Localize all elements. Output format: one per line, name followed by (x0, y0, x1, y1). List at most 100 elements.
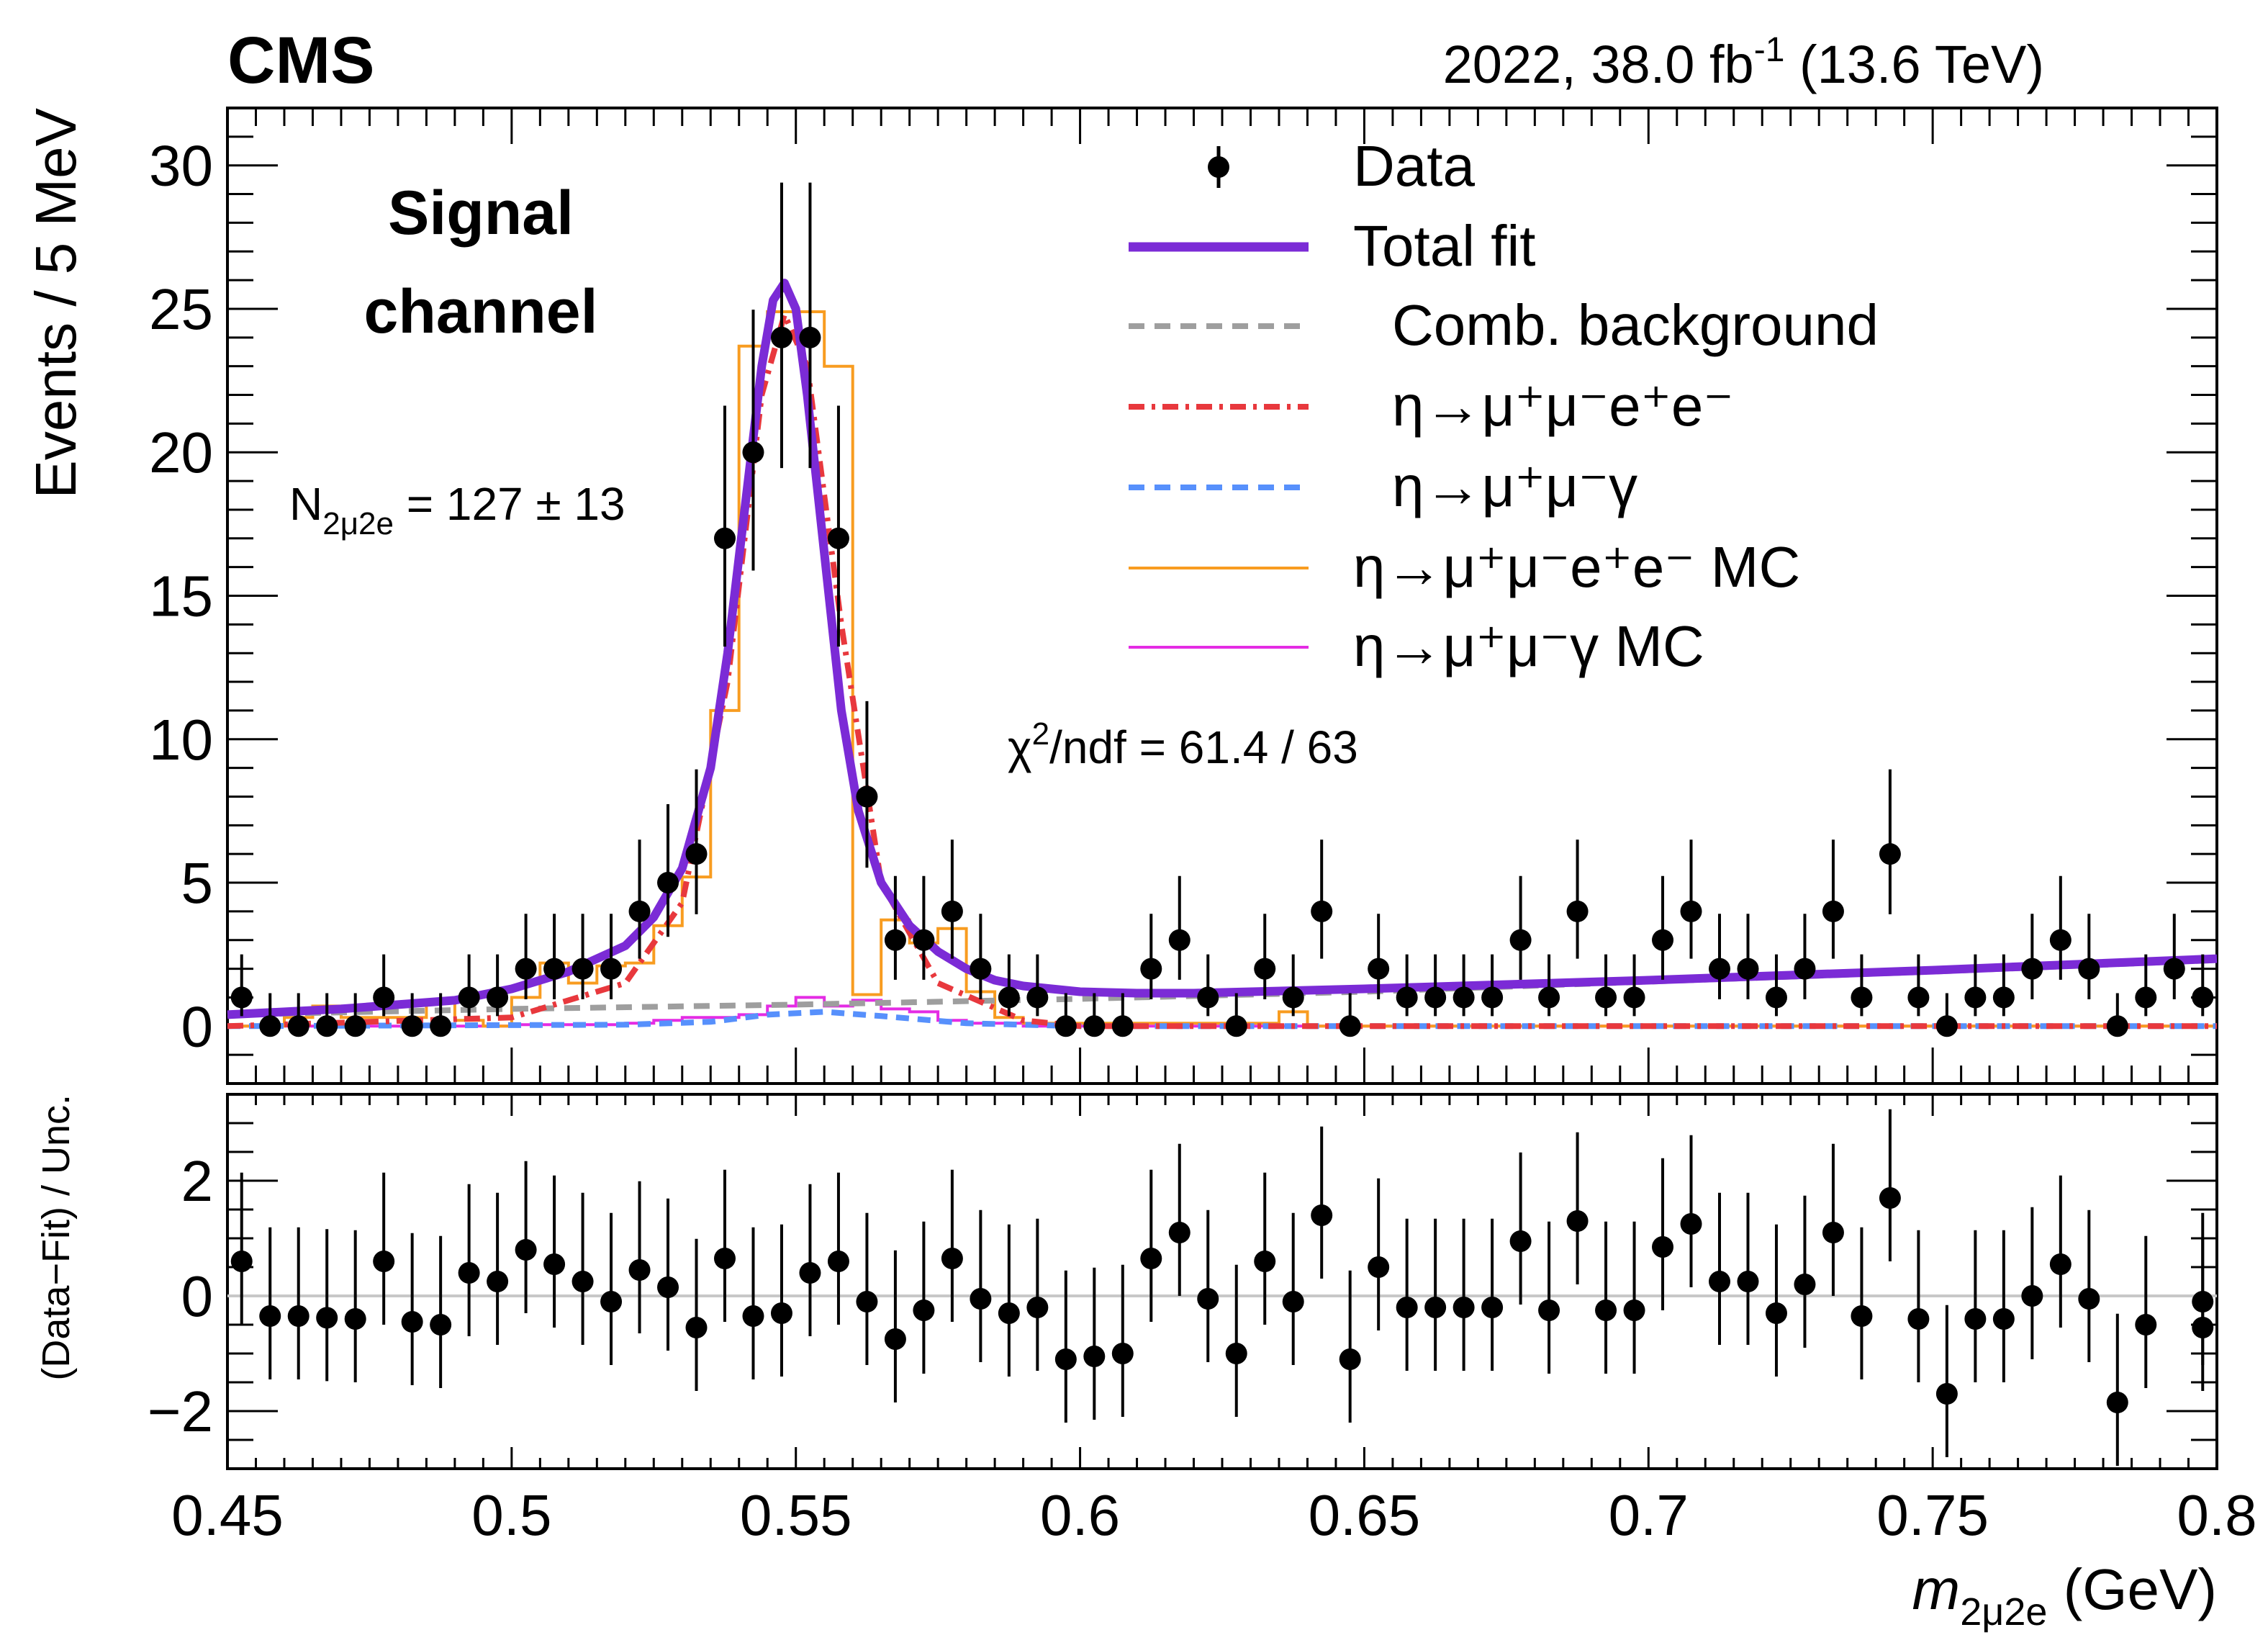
ratio-point (316, 1229, 338, 1382)
ratio-point (1907, 1230, 1930, 1382)
ratio-marker (1168, 1222, 1191, 1243)
ratio-marker (1311, 1204, 1333, 1226)
ratio-marker (941, 1248, 963, 1269)
data-marker (1054, 1015, 1077, 1037)
legend-item: η→μ⁺μ⁻γ (1129, 454, 1637, 518)
data-marker (1026, 986, 1049, 1009)
data-marker (1595, 986, 1617, 1009)
series-data-points (230, 182, 2214, 1037)
legend-label: η→μ⁺μ⁻e⁺e⁻ (1392, 374, 1734, 438)
series-ratio-points (230, 1109, 2214, 1466)
x-tick-label: 0.65 (1309, 1483, 1421, 1547)
x-tick-label: 0.5 (471, 1483, 551, 1547)
ratio-point (600, 1212, 623, 1365)
data-point (1851, 954, 1873, 1017)
ratio-marker (1254, 1251, 1276, 1272)
data-point (1254, 914, 1276, 1000)
ratio-marker (430, 1314, 452, 1336)
ratio-point (1282, 1212, 1304, 1365)
data-marker (2106, 1015, 2128, 1037)
ratio-point (1765, 1224, 1787, 1377)
data-marker (1452, 986, 1475, 1009)
data-marker (1282, 986, 1304, 1009)
data-point (1737, 914, 1759, 1000)
legend-item: Comb. background (1129, 293, 1879, 357)
data-marker (770, 326, 792, 348)
ratio-point (2049, 1175, 2072, 1328)
ratio-point (230, 1172, 253, 1325)
data-marker (1709, 958, 1730, 980)
tick-labels: 0.45 0.5 0.55 0.6 0.65 0.7 0.75 0.8051015202530… (148, 134, 2257, 1547)
ratio-point (373, 1172, 395, 1325)
ratio-point (827, 1172, 849, 1325)
ratio-marker (827, 1251, 849, 1272)
chi2-base: χ (1008, 721, 1032, 773)
data-point (1424, 954, 1447, 1017)
data-marker (401, 1015, 423, 1037)
data-point (2078, 914, 2100, 1000)
ratio-point (287, 1227, 310, 1379)
ratio-marker (1396, 1297, 1418, 1318)
ratio-marker (543, 1253, 566, 1275)
ratio-marker (2078, 1288, 2100, 1310)
data-marker (458, 986, 480, 1009)
data-marker (1992, 986, 2015, 1009)
legend-item: η→μ⁺μ⁻e⁺e⁻ (1129, 374, 1734, 438)
ratio-point (1424, 1218, 1447, 1371)
ratio-marker (1595, 1300, 1617, 1321)
data-point (1311, 839, 1333, 959)
data-marker (543, 958, 566, 980)
data-point (1822, 839, 1844, 959)
data-point (487, 954, 509, 1017)
ratio-marker (316, 1307, 338, 1329)
ratio-point (742, 1227, 764, 1379)
ratio-marker (1026, 1297, 1049, 1318)
ratio-marker (487, 1271, 509, 1292)
data-marker (2163, 958, 2185, 980)
data-point (1992, 954, 2015, 1017)
ratio-marker (1964, 1308, 1987, 1330)
chi2-exponent: 2 (1032, 716, 1049, 752)
x-tick-label: 0.45 (171, 1483, 284, 1547)
data-marker (373, 986, 395, 1009)
data-point (714, 405, 736, 647)
ratio-marker (1992, 1308, 2015, 1330)
ratio-point (1538, 1221, 1560, 1374)
data-point (430, 993, 452, 1037)
ratio-marker (1424, 1297, 1447, 1318)
ratio-marker (401, 1311, 423, 1333)
data-marker (1168, 929, 1191, 951)
ratio-point (458, 1184, 480, 1336)
data-point (628, 839, 651, 959)
y-tick-label: 10 (149, 708, 213, 772)
data-marker (998, 986, 1020, 1009)
ratio-marker (1111, 1343, 1134, 1364)
ratio-point (1737, 1192, 1759, 1345)
data-marker (657, 872, 679, 894)
data-point (1595, 954, 1617, 1017)
data-marker (1935, 1015, 1958, 1037)
data-marker (344, 1015, 366, 1037)
yield-label: N2μ2e = 127 ± 13 (289, 478, 625, 541)
data-point (230, 954, 253, 1017)
y-tick-label: 30 (149, 134, 213, 198)
ratio-marker (742, 1305, 764, 1327)
data-point (1197, 954, 1219, 1017)
ratio-marker (714, 1248, 736, 1269)
data-marker (487, 986, 509, 1009)
data-point (913, 875, 935, 980)
data-marker (1680, 900, 1702, 922)
ratio-point (1083, 1267, 1106, 1420)
ratio-marker (1339, 1348, 1361, 1370)
data-point (2135, 954, 2157, 1017)
data-marker (827, 527, 849, 549)
ratio-point (884, 1250, 906, 1402)
data-point (1168, 875, 1191, 980)
data-marker (259, 1015, 281, 1037)
ratio-marker (970, 1288, 992, 1310)
ratio-marker (1368, 1256, 1390, 1278)
data-point (1652, 875, 1674, 980)
data-marker (1225, 1015, 1247, 1037)
data-point (1225, 993, 1247, 1037)
data-point (1935, 993, 1958, 1037)
